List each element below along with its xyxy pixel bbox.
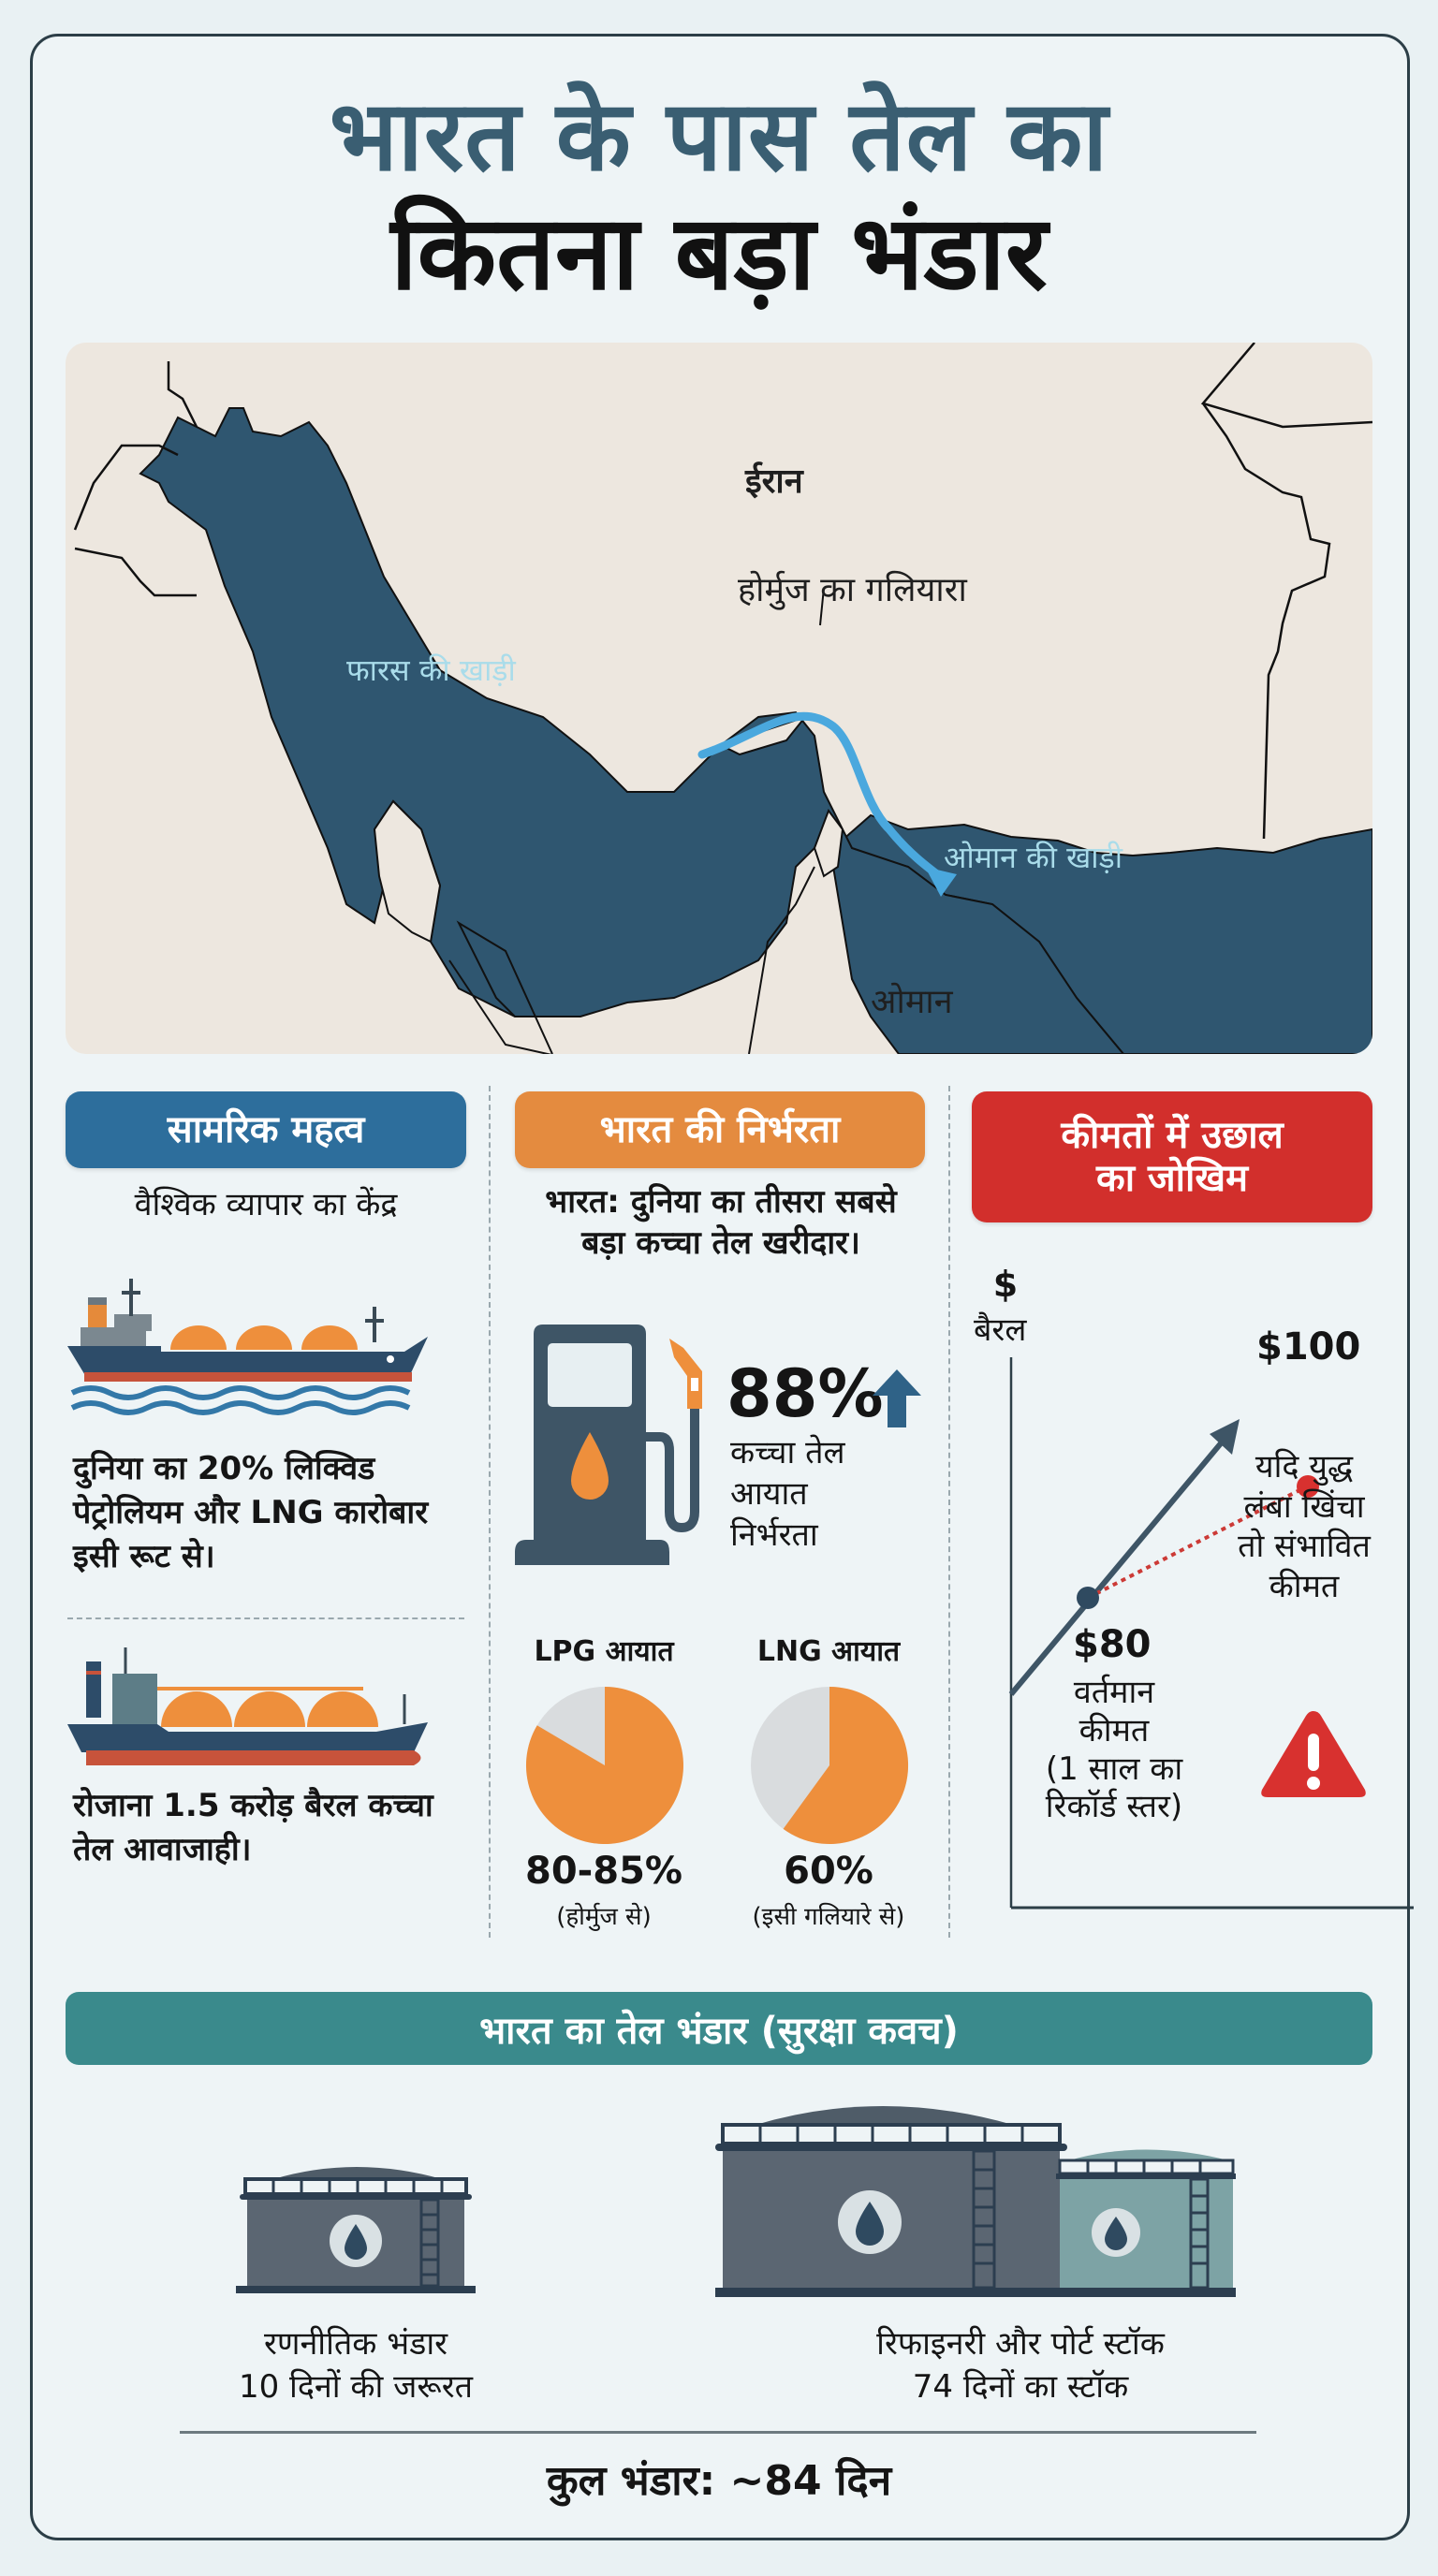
price-line-chart	[1008, 1357, 1414, 1910]
refinery-stock-title: रिफाइनरी और पोर्ट स्टॉक	[876, 2325, 1165, 2363]
lng-import-value: 60%	[784, 1850, 873, 1893]
current-price-note-line1: वर्तमान	[1073, 1674, 1155, 1711]
current-price-note-line4: रिकॉर्ड स्तर)	[1045, 1788, 1183, 1826]
lpg-pie-chart	[525, 1687, 683, 1844]
import-dependence-label-line2: आयात	[730, 1475, 808, 1514]
price-surge-risk-header: कीमतों में उछाल का जोखिम	[972, 1091, 1372, 1222]
page-title-line1: भारत के पास तेल का	[329, 79, 1109, 193]
current-price-note-line3: (1 साल का	[1045, 1749, 1183, 1788]
column-divider-left	[489, 1086, 491, 1938]
price-risk-header-line2: का जोखिम	[1095, 1157, 1249, 1200]
strategic-reserve-title: रणनीतिक भंडार	[263, 2325, 448, 2363]
projected-price-note: यदि युद्ध लंबा खिंचा तो संभावित कीमत	[1238, 1448, 1371, 1605]
import-dependence-value: 88%	[726, 1355, 884, 1432]
warning-triangle-icon	[1261, 1711, 1366, 1797]
price-axis-label: बैरल	[974, 1311, 1027, 1349]
strategic-importance-header: सामरिक महत्व	[66, 1091, 466, 1168]
current-price-note: वर्तमान कीमत (1 साल का रिकॉर्ड स्तर)	[1030, 1674, 1198, 1826]
lpg-import-value: 80-85%	[524, 1850, 682, 1893]
map-graphic	[73, 343, 1372, 1054]
label-persian-gulf: फारस की खाड़ी	[346, 652, 516, 688]
strategic-item1-text: दुनिया का 20% लिक्विड पेट्रोलियम और LNG …	[73, 1450, 429, 1575]
fuel-pump-icon	[515, 1325, 702, 1565]
strategic-item2-text: रोजाना 1.5 करोड़ बैरल कच्चा तेल आवाजाही।	[73, 1787, 433, 1868]
trend-arrowhead-icon	[1210, 1419, 1240, 1455]
strategic-reserve-label: रणनीतिक भंडार 10 दिनों की जरूरत	[169, 2323, 543, 2409]
label-hormuz-strait: होर्मुज का गलियारा	[738, 571, 967, 609]
total-divider	[180, 2431, 1256, 2434]
strategic-reserve-days: 10 दिनों की जरूरत	[238, 2367, 474, 2406]
lng-pie-chart	[751, 1687, 909, 1844]
strategic-subtitle: वैश्विक व्यापार का केंद्र	[134, 1186, 398, 1223]
label-gulf-of-oman: ओमान की खाड़ी	[944, 840, 1123, 875]
price-risk-header-line1: कीमतों में उछाल	[1061, 1114, 1284, 1157]
current-price-point	[1077, 1587, 1099, 1609]
current-price-note-line2: कीमत	[1078, 1711, 1150, 1749]
column-divider-right	[948, 1086, 950, 1938]
india-dependence-header: भारत की निर्भरता	[515, 1091, 925, 1168]
projected-price-value: $100	[1256, 1325, 1361, 1368]
label-oman: ओमान	[871, 983, 953, 1021]
strategic-item-divider	[67, 1617, 464, 1619]
lng-import-title: LNG आयात	[756, 1635, 901, 1668]
strait-of-hormuz-map: ईरान होर्मुज का गलियारा फारस की खाड़ी ओम…	[66, 343, 1372, 1054]
dependence-subtitle: भारत: दुनिया का तीसरा सबसे बड़ा कच्चा ते…	[545, 1183, 897, 1263]
hormuz-pointer-line	[819, 587, 825, 626]
refinery-stock-label: रिफाइनरी और पोर्ट स्टॉक 74 दिनों का स्टॉ…	[768, 2323, 1273, 2409]
label-iran: ईरान	[745, 462, 803, 501]
import-dependence-label: कच्चा तेल आयात निर्भरता	[730, 1432, 845, 1557]
projected-price-point	[1297, 1475, 1319, 1498]
shipping-route-arrow	[697, 711, 950, 886]
refinery-port-tanks-icon	[715, 2106, 1236, 2297]
oil-reserves-banner: भारत का तेल भंडार (सुरक्षा कवच)	[66, 1992, 1372, 2065]
route-arrowhead-icon	[925, 867, 957, 897]
lng-carrier-ship-icon	[67, 1647, 428, 1765]
lng-import-note: (इसी गलियारे से)	[752, 1903, 905, 1931]
refinery-stock-days: 74 दिनों का स्टॉक	[912, 2367, 1129, 2406]
lpg-import-note: (होर्मुज से)	[556, 1903, 652, 1931]
current-price-value: $80	[1073, 1623, 1152, 1666]
lpg-tanker-ship-icon	[67, 1279, 428, 1415]
total-reserve: कुल भंडार: ~84 दिन	[546, 2457, 892, 2505]
import-dependence-label-line1: कच्चा तेल	[730, 1434, 845, 1471]
price-axis-symbol: $	[992, 1264, 1019, 1305]
arrow-up-icon	[873, 1369, 921, 1427]
page-title-line2: कितना बड़ा भंडार	[390, 193, 1048, 313]
strategic-reserve-tank-icon	[236, 2167, 476, 2293]
import-dependence-label-line3: निर्भरता	[730, 1516, 818, 1555]
lpg-import-title: LPG आयात	[534, 1635, 674, 1668]
